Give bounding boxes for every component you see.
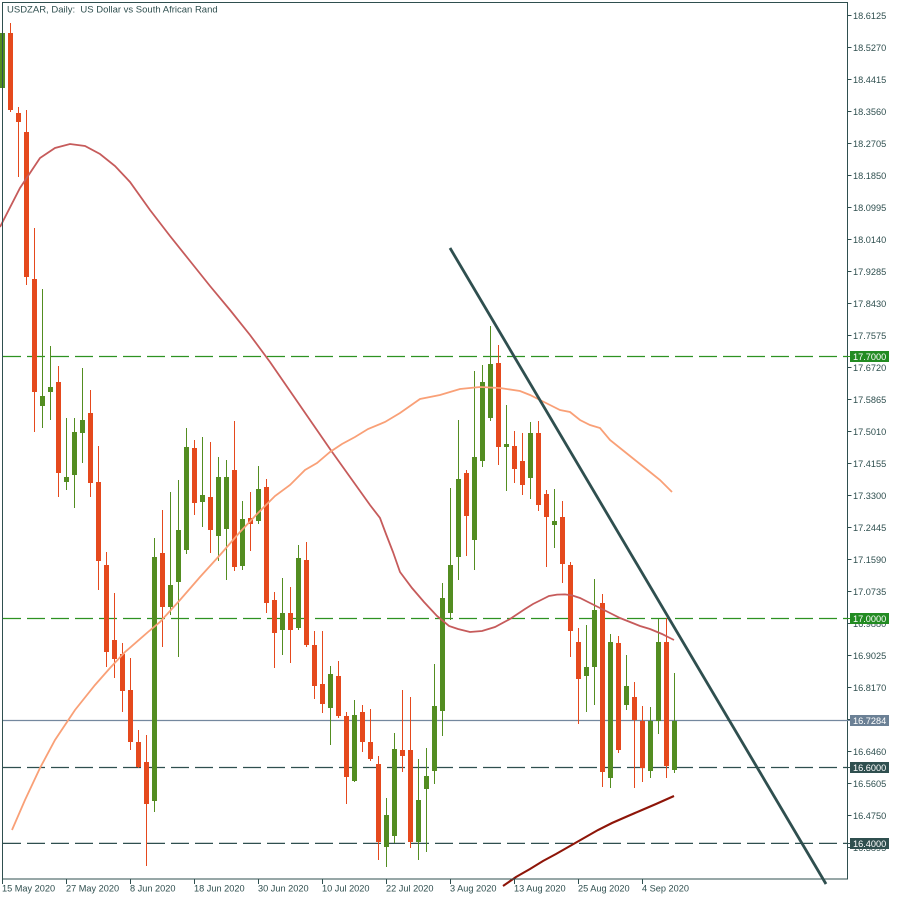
svg-text:16.4750: 16.4750: [853, 811, 886, 821]
svg-text:13 Aug 2020: 13 Aug 2020: [514, 884, 566, 894]
svg-text:27 May 2020: 27 May 2020: [66, 884, 119, 894]
svg-text:18.1850: 18.1850: [853, 171, 886, 181]
svg-text:25 Aug 2020: 25 Aug 2020: [578, 884, 630, 894]
svg-text:USDZAR, Daily: US Dollar vs S: USDZAR, Daily: US Dollar vs South Africa…: [7, 5, 218, 16]
svg-text:17.3300: 17.3300: [853, 491, 886, 501]
svg-text:16.6000: 16.6000: [853, 763, 886, 773]
svg-text:22 Jul 2020: 22 Jul 2020: [386, 884, 434, 894]
svg-text:18.5270: 18.5270: [853, 43, 886, 53]
svg-text:16.5605: 16.5605: [853, 779, 886, 789]
svg-text:4 Sep 2020: 4 Sep 2020: [642, 884, 689, 894]
svg-text:17.2445: 17.2445: [853, 523, 886, 533]
svg-text:8 Jun 2020: 8 Jun 2020: [130, 884, 175, 894]
svg-text:17.7575: 17.7575: [853, 331, 886, 341]
svg-text:17.5865: 17.5865: [853, 395, 886, 405]
svg-text:17.4155: 17.4155: [853, 459, 886, 469]
svg-text:18.6125: 18.6125: [853, 11, 886, 21]
svg-text:16.9025: 16.9025: [853, 651, 886, 661]
svg-text:18.3560: 18.3560: [853, 107, 886, 117]
svg-text:16.8170: 16.8170: [853, 683, 886, 693]
svg-text:18 Jun 2020: 18 Jun 2020: [194, 884, 245, 894]
svg-text:17.5010: 17.5010: [853, 427, 886, 437]
svg-text:16.6460: 16.6460: [853, 747, 886, 757]
svg-text:17.8430: 17.8430: [853, 299, 886, 309]
svg-text:18.4415: 18.4415: [853, 75, 886, 85]
svg-text:16.7284: 16.7284: [853, 716, 886, 726]
svg-text:17.7000: 17.7000: [853, 352, 886, 362]
svg-text:10 Jul 2020: 10 Jul 2020: [322, 884, 370, 894]
svg-text:16.4000: 16.4000: [853, 839, 886, 849]
svg-text:18.0140: 18.0140: [853, 235, 886, 245]
svg-text:17.6720: 17.6720: [853, 363, 886, 373]
svg-text:17.0735: 17.0735: [853, 587, 886, 597]
svg-text:15 May 2020: 15 May 2020: [2, 884, 55, 894]
svg-text:18.0995: 18.0995: [853, 203, 886, 213]
svg-text:3 Aug 2020: 3 Aug 2020: [450, 884, 497, 894]
svg-text:17.0000: 17.0000: [853, 614, 886, 624]
svg-text:17.1590: 17.1590: [853, 555, 886, 565]
svg-text:17.9285: 17.9285: [853, 267, 886, 277]
svg-text:30 Jun 2020: 30 Jun 2020: [258, 884, 309, 894]
svg-text:18.2705: 18.2705: [853, 139, 886, 149]
